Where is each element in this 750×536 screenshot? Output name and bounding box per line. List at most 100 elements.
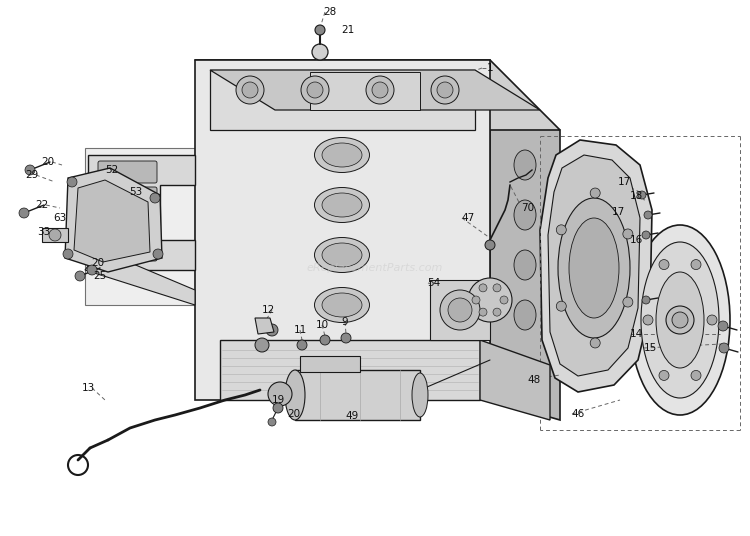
Polygon shape bbox=[195, 60, 560, 130]
Circle shape bbox=[19, 208, 29, 218]
Ellipse shape bbox=[322, 243, 362, 267]
Text: 48: 48 bbox=[527, 375, 541, 385]
Text: 10: 10 bbox=[316, 320, 328, 330]
Circle shape bbox=[307, 82, 323, 98]
Ellipse shape bbox=[412, 373, 428, 417]
Text: 17: 17 bbox=[611, 207, 625, 217]
Circle shape bbox=[719, 343, 729, 353]
Circle shape bbox=[372, 82, 388, 98]
Text: 17: 17 bbox=[617, 177, 631, 187]
Circle shape bbox=[691, 259, 701, 270]
Circle shape bbox=[556, 301, 566, 311]
Text: 70: 70 bbox=[521, 203, 535, 213]
Circle shape bbox=[297, 340, 307, 350]
Circle shape bbox=[622, 229, 633, 239]
Ellipse shape bbox=[322, 193, 362, 217]
Circle shape bbox=[341, 333, 351, 343]
Ellipse shape bbox=[630, 225, 730, 415]
Text: 53: 53 bbox=[129, 187, 142, 197]
Text: 29: 29 bbox=[26, 170, 39, 180]
Text: 13: 13 bbox=[81, 383, 94, 393]
Circle shape bbox=[437, 82, 453, 98]
Text: 1: 1 bbox=[487, 63, 494, 73]
Ellipse shape bbox=[569, 218, 619, 318]
Polygon shape bbox=[85, 148, 195, 305]
Ellipse shape bbox=[514, 300, 536, 330]
Text: 21: 21 bbox=[341, 25, 355, 35]
Polygon shape bbox=[65, 168, 162, 272]
Polygon shape bbox=[42, 228, 68, 242]
Circle shape bbox=[718, 321, 728, 331]
Circle shape bbox=[87, 265, 97, 275]
Circle shape bbox=[236, 76, 264, 104]
Text: 12: 12 bbox=[261, 305, 274, 315]
Circle shape bbox=[642, 296, 650, 304]
FancyBboxPatch shape bbox=[98, 161, 157, 183]
Polygon shape bbox=[88, 155, 195, 270]
Polygon shape bbox=[85, 250, 195, 305]
Ellipse shape bbox=[558, 198, 630, 338]
Ellipse shape bbox=[641, 242, 719, 398]
Circle shape bbox=[468, 278, 512, 322]
FancyBboxPatch shape bbox=[98, 239, 157, 261]
Polygon shape bbox=[255, 318, 274, 334]
Ellipse shape bbox=[656, 272, 704, 368]
Circle shape bbox=[485, 240, 495, 250]
Text: 49: 49 bbox=[345, 411, 358, 421]
Polygon shape bbox=[295, 370, 420, 420]
Text: 18: 18 bbox=[629, 191, 643, 201]
Circle shape bbox=[638, 191, 646, 199]
Circle shape bbox=[268, 418, 276, 426]
Circle shape bbox=[643, 315, 653, 325]
Polygon shape bbox=[210, 70, 475, 130]
Text: 14: 14 bbox=[629, 329, 643, 339]
Circle shape bbox=[301, 76, 329, 104]
Circle shape bbox=[672, 312, 688, 328]
Polygon shape bbox=[195, 60, 490, 400]
Text: 15: 15 bbox=[644, 343, 657, 353]
Text: 33: 33 bbox=[38, 227, 51, 237]
Text: 20: 20 bbox=[41, 157, 55, 167]
Polygon shape bbox=[310, 72, 420, 110]
Ellipse shape bbox=[322, 293, 362, 317]
Polygon shape bbox=[548, 155, 640, 376]
Circle shape bbox=[67, 177, 77, 187]
Circle shape bbox=[312, 44, 328, 60]
Text: 22: 22 bbox=[35, 200, 49, 210]
Text: 54: 54 bbox=[427, 278, 441, 288]
Polygon shape bbox=[74, 180, 150, 262]
Circle shape bbox=[642, 231, 650, 239]
Ellipse shape bbox=[514, 150, 536, 180]
Polygon shape bbox=[220, 340, 480, 400]
Text: 16: 16 bbox=[629, 235, 643, 245]
Circle shape bbox=[556, 225, 566, 235]
Circle shape bbox=[49, 229, 61, 241]
Circle shape bbox=[479, 284, 487, 292]
Text: 11: 11 bbox=[293, 325, 307, 335]
Circle shape bbox=[644, 211, 652, 219]
Text: 52: 52 bbox=[105, 165, 118, 175]
Circle shape bbox=[440, 290, 480, 330]
Circle shape bbox=[153, 249, 163, 259]
Circle shape bbox=[590, 188, 600, 198]
Text: 63: 63 bbox=[53, 213, 67, 223]
Circle shape bbox=[659, 259, 669, 270]
Text: 47: 47 bbox=[461, 213, 475, 223]
Polygon shape bbox=[480, 340, 550, 420]
Polygon shape bbox=[490, 100, 560, 420]
Circle shape bbox=[268, 382, 292, 406]
Circle shape bbox=[622, 297, 633, 307]
Polygon shape bbox=[210, 70, 540, 110]
Circle shape bbox=[666, 306, 694, 334]
Circle shape bbox=[659, 370, 669, 381]
Circle shape bbox=[242, 82, 258, 98]
Text: eReplacementParts.com: eReplacementParts.com bbox=[307, 263, 443, 273]
Text: 25: 25 bbox=[93, 271, 106, 281]
Circle shape bbox=[75, 271, 85, 281]
Text: 20: 20 bbox=[287, 409, 301, 419]
Polygon shape bbox=[300, 356, 360, 372]
Circle shape bbox=[25, 165, 35, 175]
Ellipse shape bbox=[285, 370, 305, 420]
Circle shape bbox=[63, 249, 73, 259]
Circle shape bbox=[366, 76, 394, 104]
